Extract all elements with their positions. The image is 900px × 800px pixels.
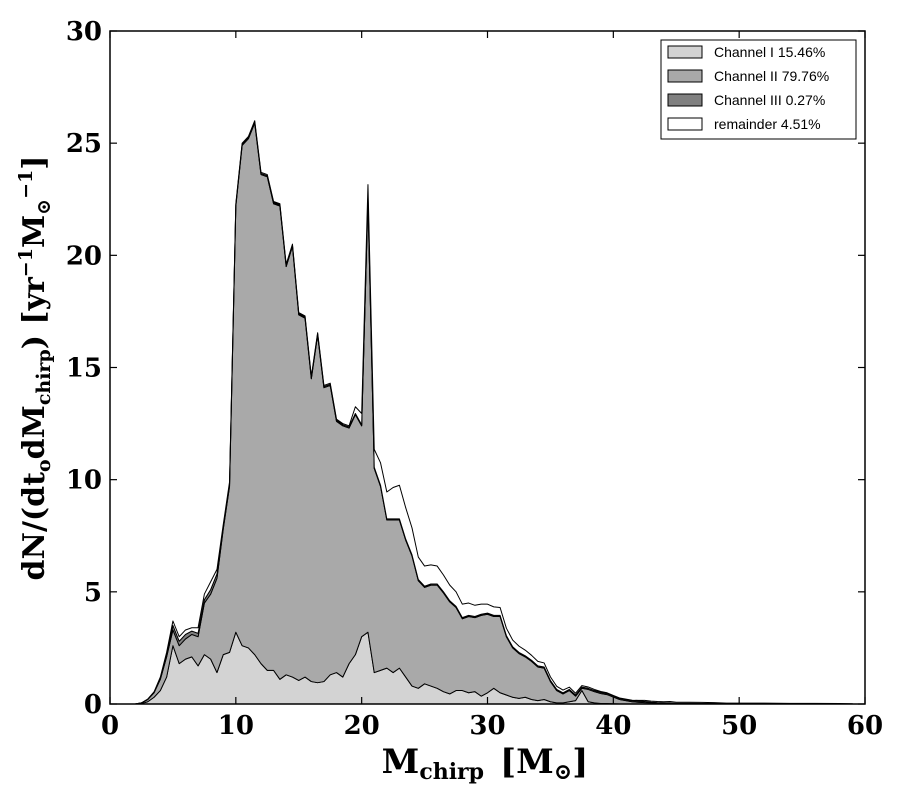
x-tick-label: 10	[218, 711, 254, 741]
axis-ticks	[109, 30, 866, 705]
x-tick-label: 50	[721, 711, 757, 741]
y-tick-label: 0	[84, 690, 102, 720]
legend-label: Channel III 0.27%	[714, 92, 825, 108]
y-tick-label: 20	[66, 241, 102, 271]
x-tick-label: 20	[344, 711, 380, 741]
legend-swatch	[667, 69, 703, 83]
legend-label: remainder 4.51%	[714, 116, 821, 132]
y-tick-label: 25	[66, 129, 102, 159]
legend-swatch	[667, 93, 703, 107]
legend-items: Channel I 15.46% Channel II 79.76% Channel…	[667, 44, 829, 132]
legend-swatch	[667, 45, 703, 59]
plot-areas	[134, 120, 853, 705]
legend-label: Channel II 79.76%	[714, 68, 829, 84]
y-tick-label: 10	[66, 466, 102, 496]
x-tick-label: 30	[469, 711, 505, 741]
x-axis-label: Mchirp [M⊙]	[382, 742, 589, 785]
y-axis-label: dN/(dtodMchirp) [yr−1M⊙−1]	[15, 156, 55, 581]
x-tick-label: 60	[847, 711, 883, 741]
y-tick-label: 5	[84, 578, 102, 608]
y-tick-label: 30	[66, 17, 102, 47]
x-tick-label: 40	[595, 711, 631, 741]
y-tick-label: 15	[66, 354, 102, 384]
axis-tick-labels: 0 10 20 30 40 50 60 0 5 10 15 20 25 30	[66, 17, 883, 741]
legend: Channel I 15.46% Channel II 79.76% Channel…	[660, 39, 857, 140]
legend-swatch	[667, 117, 703, 131]
legend-label: Channel I 15.46%	[714, 44, 825, 60]
x-tick-label: 0	[101, 711, 119, 741]
